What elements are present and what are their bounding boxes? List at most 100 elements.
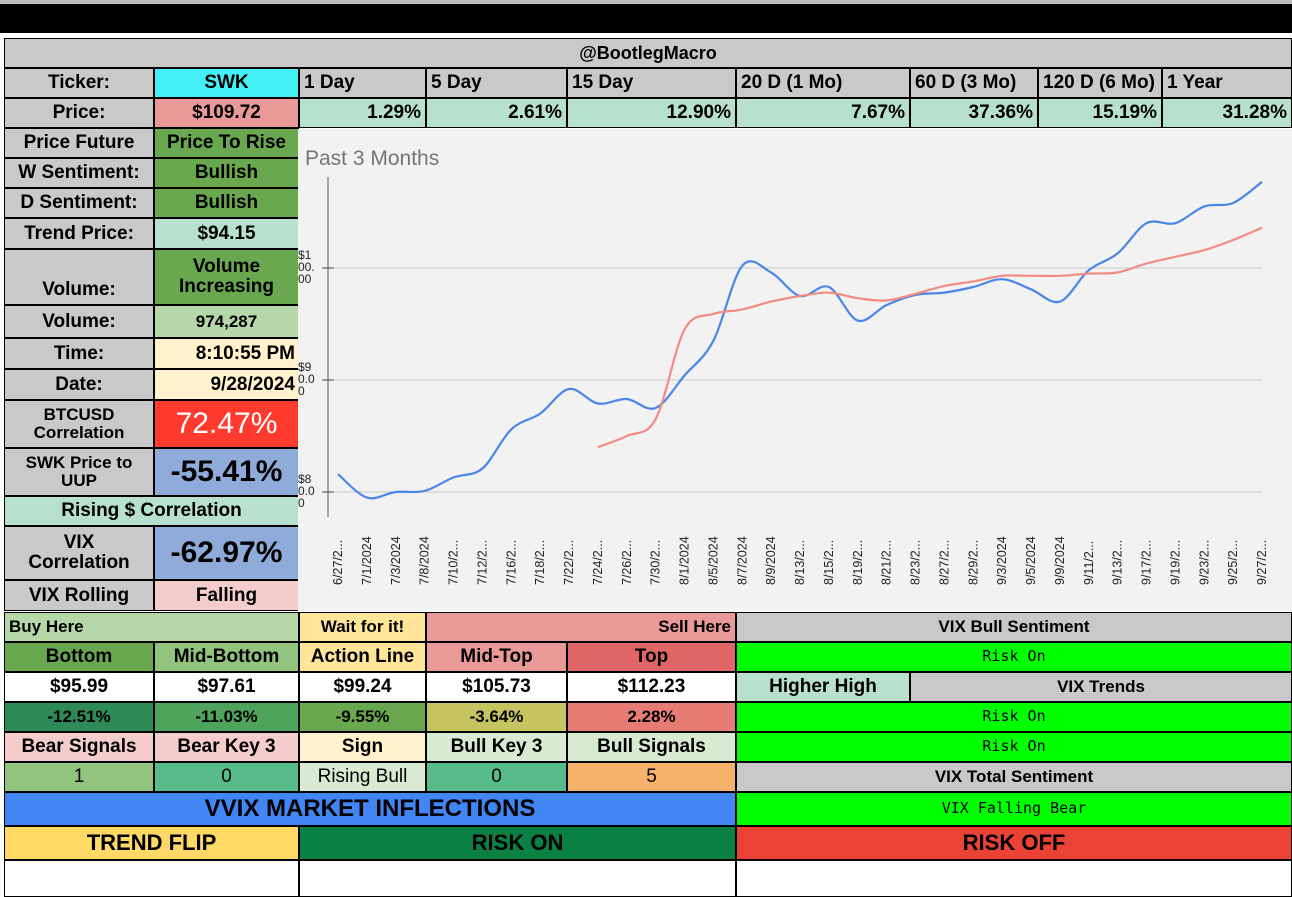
uup-corr-label: SWK Price to UUP <box>4 448 154 496</box>
change-120-day: 15.19% <box>1038 98 1162 128</box>
level-pct-mid-top: -3.64% <box>426 702 567 732</box>
change-5-day: 2.61% <box>426 98 567 128</box>
signal-header-bull-signals: Bull Signals <box>567 732 736 762</box>
signal-value-bear-signals: 1 <box>4 762 154 792</box>
x-tick-label-30: 9/23/2... <box>1197 540 1211 585</box>
vix-bull-sentiment-value: Risk On <box>736 642 1292 672</box>
x-tick-label-14: 8/7/2024 <box>735 536 749 585</box>
x-tick-label-15: 8/9/2024 <box>764 536 778 585</box>
signal-value-sign: Rising Bull <box>299 762 426 792</box>
vix-trend-value-2: Risk On <box>736 732 1292 762</box>
period-1-year: 1 Year <box>1162 68 1292 98</box>
volume-trend-line1: Volume <box>192 256 261 278</box>
price-future-label: Price Future <box>4 128 154 158</box>
level-pct-bottom: -12.51% <box>4 702 154 732</box>
x-tick-label-2: 7/3/2024 <box>389 536 403 585</box>
level-header-top: Top <box>567 642 736 672</box>
price-chart-svg: Past 3 Months $8 0.0 0 $9 0.0 0 $1 00. 00 6/27/2… <box>298 147 1269 585</box>
change-15-day: 12.90% <box>567 98 736 128</box>
uup-corr-value: -55.41% <box>154 448 299 496</box>
y-tick-label-1: $9 0.0 0 <box>298 360 315 398</box>
level-price-top: $112.23 <box>567 672 736 702</box>
x-tick-label-18: 8/19/2... <box>851 540 865 585</box>
ticker-value: SWK <box>154 68 299 98</box>
x-tick-label-5: 7/12/2... <box>475 540 489 585</box>
signal-header-bear-key-3: Bear Key 3 <box>154 732 299 762</box>
level-header-mid-bottom: Mid-Bottom <box>154 642 299 672</box>
x-tick-label-13: 8/5/2024 <box>706 536 720 585</box>
vix-trend-value-1: Risk On <box>736 702 1292 732</box>
x-tick-label-29: 9/19/2... <box>1168 540 1182 585</box>
x-tick-label-22: 8/29/2... <box>966 540 980 585</box>
signal-header-bear-signals: Bear Signals <box>4 732 154 762</box>
risk-on-empty-cell <box>299 860 736 897</box>
vix-corr-label-line1: VIX <box>63 532 95 554</box>
d-sentiment-label: D Sentiment: <box>4 188 154 218</box>
x-tick-label-9: 7/24/2... <box>591 540 605 585</box>
risk-off-label: RISK OFF <box>736 826 1292 860</box>
date-value: 9/28/2024 <box>154 369 299 400</box>
period-5-day: 5 Day <box>426 68 567 98</box>
x-tick-label-12: 8/1/2024 <box>678 536 692 585</box>
level-price-action-line: $99.24 <box>299 672 426 702</box>
x-tick-label-19: 8/21/2... <box>880 540 894 585</box>
level-price-bottom: $95.99 <box>4 672 154 702</box>
risk-on-label: RISK ON <box>299 826 736 860</box>
x-tick-label-4: 7/10/2... <box>447 540 461 585</box>
ticker-label: Ticker: <box>4 68 154 98</box>
btc-corr-value: 72.47% <box>154 400 299 448</box>
trend-price-value: $94.15 <box>154 218 299 249</box>
trend-flip-empty-cell <box>4 860 299 897</box>
volume-trend-line2: Increasing <box>178 276 275 297</box>
period-20-day: 20 D (1 Mo) <box>736 68 910 98</box>
change-1-year: 31.28% <box>1162 98 1292 128</box>
sell-here-label: Sell Here <box>426 612 736 642</box>
chart-title: Past 3 Months <box>305 147 439 170</box>
level-pct-action-line: -9.55% <box>299 702 426 732</box>
x-tick-label-0: 6/27/2... <box>331 540 345 585</box>
volume-trend-label: Volume: <box>4 249 154 305</box>
btc-corr-label: BTCUSD Correlation <box>4 400 154 448</box>
vix-total-sentiment-value: VIX Falling Bear <box>736 792 1292 826</box>
level-header-bottom: Bottom <box>4 642 154 672</box>
vix-trends-label: VIX Trends <box>910 672 1292 702</box>
x-tick-label-20: 8/23/2... <box>909 540 923 585</box>
x-tick-label-3: 7/8/2024 <box>418 536 432 585</box>
x-tick-label-11: 7/30/2... <box>649 540 663 585</box>
vix-rolling-value: Falling <box>154 580 299 611</box>
buy-here-label: Buy Here <box>4 612 299 642</box>
btc-corr-label-line1: BTCUSD <box>43 405 115 425</box>
change-20-day: 7.67% <box>736 98 910 128</box>
x-tick-label-6: 7/16/2... <box>504 540 518 585</box>
time-value: 8:10:55 PM <box>154 338 299 369</box>
period-120-day: 120 D (6 Mo) <box>1038 68 1162 98</box>
x-tick-label-21: 8/27/2... <box>937 540 951 585</box>
change-1-day: 1.29% <box>299 98 426 128</box>
period-60-day: 60 D (3 Mo) <box>910 68 1038 98</box>
y-tick-label-0: $8 0.0 0 <box>298 472 315 510</box>
vix-bull-sentiment-label: VIX Bull Sentiment <box>736 612 1292 642</box>
time-label: Time: <box>4 338 154 369</box>
change-60-day: 37.36% <box>910 98 1038 128</box>
trend-flip-label: TREND FLIP <box>4 826 299 860</box>
level-header-action-line: Action Line <box>299 642 426 672</box>
x-tick-label-10: 7/26/2... <box>620 540 634 585</box>
moving-average-line <box>597 226 1263 449</box>
level-price-mid-bottom: $97.61 <box>154 672 299 702</box>
vix-corr-label-line2: Correlation <box>28 552 130 573</box>
level-header-mid-top: Mid-Top <box>426 642 567 672</box>
x-tick-label-26: 9/11/2... <box>1082 541 1096 585</box>
vix-corr-value: -62.97% <box>154 526 299 580</box>
signal-value-bear-key-3: 0 <box>154 762 299 792</box>
price-label: Price: <box>4 98 154 128</box>
d-sentiment-value: Bullish <box>154 188 299 218</box>
signal-value-bull-key-3: 0 <box>426 762 567 792</box>
y-tick-label-2: $1 00. 00 <box>298 248 315 286</box>
volume-trend-value: Volume Increasing <box>154 249 299 305</box>
period-15-day: 15 Day <box>567 68 736 98</box>
x-tick-label-25: 9/9/2024 <box>1053 536 1067 585</box>
x-tick-label-1: 7/1/2024 <box>360 536 374 585</box>
x-tick-label-24: 9/5/2024 <box>1024 536 1038 585</box>
price-chart: Past 3 Months $8 0.0 0 $9 0.0 0 $1 00. 00 6/27/2… <box>298 129 1292 611</box>
w-sentiment-label: W Sentiment: <box>4 158 154 188</box>
